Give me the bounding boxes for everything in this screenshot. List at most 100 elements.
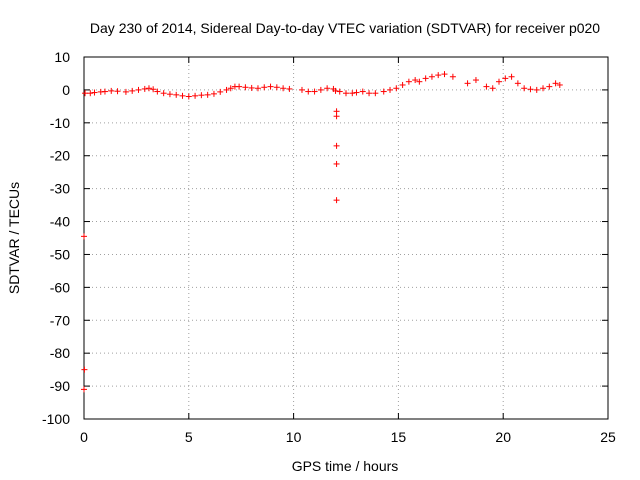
data-point xyxy=(317,86,324,93)
data-point xyxy=(166,91,173,98)
data-point xyxy=(333,160,340,167)
data-point xyxy=(372,90,379,97)
data-point xyxy=(82,90,89,97)
data-point xyxy=(533,86,540,93)
data-point xyxy=(179,92,186,99)
y-tick-label: -100 xyxy=(42,411,70,427)
data-point xyxy=(160,90,167,97)
data-point xyxy=(393,85,400,92)
data-point xyxy=(261,84,268,91)
data-point xyxy=(464,80,471,87)
x-tick-label: 10 xyxy=(286,429,302,445)
data-point xyxy=(508,73,515,80)
data-point xyxy=(81,366,88,373)
y-tick-label: -10 xyxy=(50,115,70,131)
data-point xyxy=(81,386,87,393)
plot-frame xyxy=(83,56,609,420)
data-point xyxy=(141,85,148,92)
x-tick-label: 20 xyxy=(495,429,511,445)
data-point xyxy=(242,84,249,91)
data-point xyxy=(422,75,429,82)
data-point xyxy=(87,90,94,97)
chart-title: Day 230 of 2014, Sidereal Day-to-day VTE… xyxy=(90,20,600,36)
data-point xyxy=(248,84,255,91)
data-point xyxy=(343,90,349,97)
data-point xyxy=(185,93,192,100)
data-point xyxy=(399,81,406,88)
data-point xyxy=(449,73,456,80)
data-point xyxy=(366,90,373,97)
data-point xyxy=(173,91,180,98)
data-point xyxy=(108,87,115,94)
data-point xyxy=(521,85,528,92)
data-point xyxy=(332,87,339,94)
x-tick-label: 5 xyxy=(185,429,193,445)
data-point xyxy=(336,88,343,95)
grid-lines xyxy=(84,57,608,419)
data-point xyxy=(556,81,563,88)
data-point xyxy=(280,85,287,92)
y-tick-label: 0 xyxy=(62,82,70,98)
data-point xyxy=(273,84,280,91)
data-point xyxy=(150,86,157,93)
y-tick-label: -20 xyxy=(50,148,70,164)
data-point xyxy=(145,85,152,92)
data-point xyxy=(387,86,394,93)
data-point xyxy=(210,90,217,97)
y-axis-label: SDTVAR / TECUs xyxy=(6,182,22,294)
y-tick-label: -80 xyxy=(50,345,70,361)
y-tick-label: -90 xyxy=(50,378,70,394)
data-point xyxy=(489,85,496,92)
data-point xyxy=(236,83,243,90)
data-point xyxy=(552,80,559,87)
data-point xyxy=(198,92,205,99)
x-tick-label: 15 xyxy=(391,429,407,445)
data-point xyxy=(122,88,129,95)
y-tick-label: -40 xyxy=(50,214,70,230)
x-tick-label: 0 xyxy=(80,429,88,445)
data-point xyxy=(472,77,479,84)
data-point xyxy=(333,142,340,149)
data-point xyxy=(81,233,87,240)
data-point xyxy=(514,80,521,87)
data-point xyxy=(435,72,442,79)
data-point xyxy=(286,85,293,92)
data-point xyxy=(416,78,423,85)
data-point xyxy=(428,73,435,80)
y-tick-label: -50 xyxy=(50,246,70,262)
data-point xyxy=(101,88,108,95)
data-point xyxy=(359,88,366,95)
data-point xyxy=(217,88,224,95)
data-point xyxy=(353,89,360,96)
data-point xyxy=(496,78,503,85)
data-point xyxy=(129,87,136,94)
x-axis-label: GPS time / hours xyxy=(292,458,399,474)
data-point xyxy=(135,86,142,93)
data-point xyxy=(192,92,199,99)
data-point xyxy=(412,77,419,84)
data-point xyxy=(333,197,340,204)
data-points xyxy=(81,71,563,393)
data-point xyxy=(227,85,234,92)
data-point xyxy=(91,89,98,96)
data-point xyxy=(254,85,261,92)
data-point xyxy=(311,88,318,95)
data-point xyxy=(546,83,553,90)
data-point xyxy=(540,85,547,92)
y-tick-label: 10 xyxy=(54,49,70,65)
x-tick-label: 25 xyxy=(600,429,616,445)
y-tick-label: -30 xyxy=(50,181,70,197)
data-point xyxy=(483,83,490,90)
data-point xyxy=(380,88,387,95)
data-point xyxy=(223,86,230,93)
data-point xyxy=(324,85,331,92)
axis-ticks: 0 5 10 15 20 25 10 0 -10 -20 -30 -40 -50 -60 -70 -80 -90… xyxy=(42,49,616,445)
y-tick-label: -70 xyxy=(50,312,70,328)
data-point xyxy=(298,86,305,93)
data-point xyxy=(527,86,534,93)
data-point xyxy=(333,113,340,120)
data-point xyxy=(114,88,121,95)
data-point xyxy=(305,88,312,95)
data-point xyxy=(349,90,356,97)
